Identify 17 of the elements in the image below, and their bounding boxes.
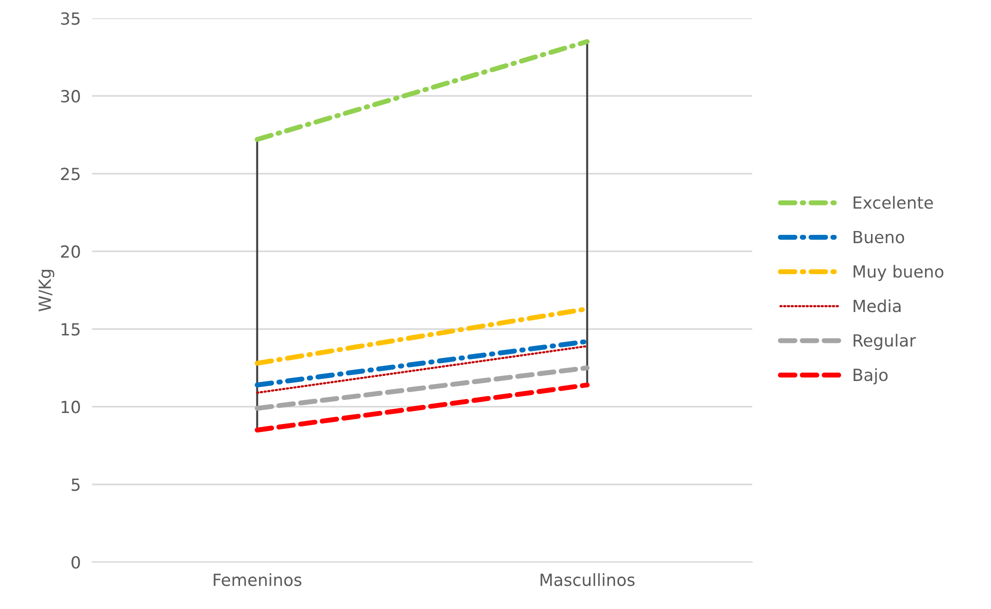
y-tick-label: 35 [61, 12, 80, 25]
x-tick-label: Femeninos [214, 573, 302, 586]
y-tick-label: 20 [61, 245, 80, 258]
y-tick-label: 15 [62, 323, 80, 336]
y-tick-label: 30 [61, 90, 80, 103]
y-tick-label: 0 [72, 556, 80, 569]
legend-label: Bueno [854, 230, 904, 244]
legend-label: Regular [854, 334, 916, 350]
y-tick-label: 10 [62, 400, 80, 414]
x-tick-label: Mascullinos [540, 573, 635, 586]
legend-label: Muy bueno [854, 264, 944, 282]
legend-label: Media [854, 299, 901, 312]
legend-label: Bajo [854, 368, 888, 384]
y-axis-title: W/Kg [38, 270, 54, 312]
y-tick-label: 5 [72, 478, 80, 491]
y-tick-label: 25 [61, 168, 80, 180]
legend-label: Excelente [854, 196, 933, 209]
